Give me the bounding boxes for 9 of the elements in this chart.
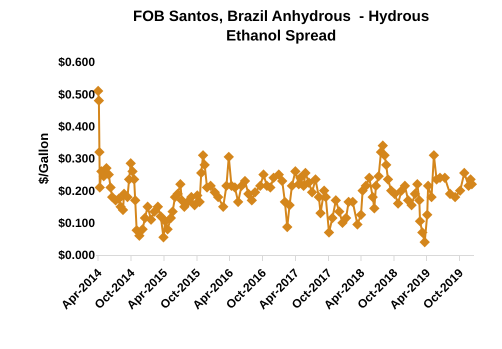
- y-tick-label: $0.500: [58, 87, 96, 102]
- chart-title: FOB Santos, Brazil Anhydrous - Hydrous Ethanol Spread: [133, 8, 430, 44]
- y-tick-label: $0.100: [58, 216, 96, 230]
- y-tick-label: $0.600: [58, 55, 96, 70]
- y-tick-label: $0.300: [58, 152, 96, 166]
- y-tick-label: $0.200: [58, 184, 96, 198]
- y-tick-label: $0.000: [58, 248, 96, 262]
- y-tick-label: $0.400: [58, 120, 96, 134]
- y-axis-title: $/Gallon: [36, 132, 52, 184]
